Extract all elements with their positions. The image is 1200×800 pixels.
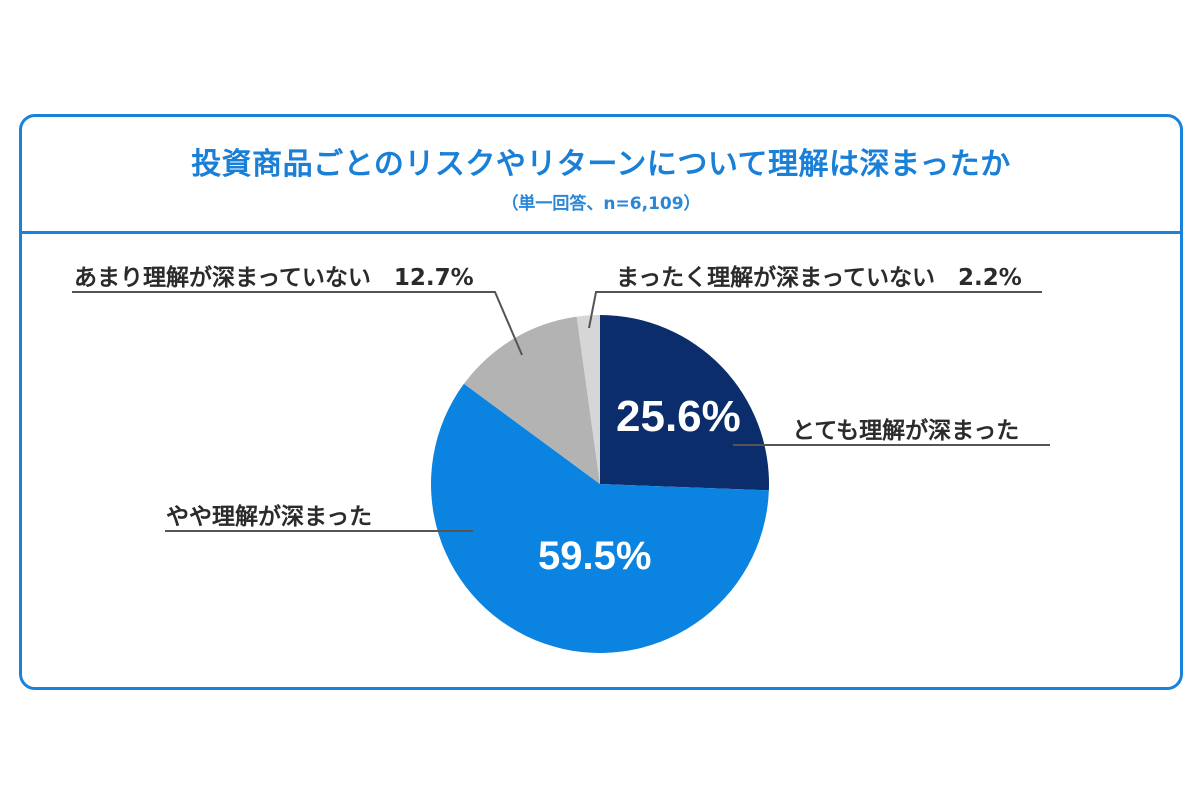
slice-somewhat	[430, 383, 769, 654]
pct-somewhat: 59.5%	[538, 534, 652, 578]
pie-slices	[430, 315, 770, 654]
slice-not-much	[463, 316, 600, 484]
label-somewhat: やや理解が深まった	[166, 504, 373, 530]
chart-subtitle: （単一回答、n=6,109）	[501, 194, 701, 214]
slice-very	[600, 315, 770, 491]
label-not-at-all: まったく理解が深まっていない 2.2%	[616, 265, 1022, 291]
leader-line-not-much	[72, 291, 523, 356]
leader-line-not-at-all	[588, 291, 1042, 329]
leader-lines	[72, 291, 1050, 532]
slice-not-at-all	[576, 315, 600, 484]
label-not-much: あまり理解が深まっていない 12.7%	[74, 265, 474, 291]
chart-header: 投資商品ごとのリスクやリターンについて理解は深まったか （単一回答、n=6,10…	[22, 117, 1180, 234]
pct-very: 25.6%	[616, 392, 741, 441]
chart-title: 投資商品ごとのリスクやリターンについて理解は深まったか	[191, 147, 1011, 182]
label-very: とても理解が深まった	[792, 418, 1020, 444]
chart-frame: 投資商品ごとのリスクやリターンについて理解は深まったか （単一回答、n=6,10…	[19, 114, 1183, 690]
